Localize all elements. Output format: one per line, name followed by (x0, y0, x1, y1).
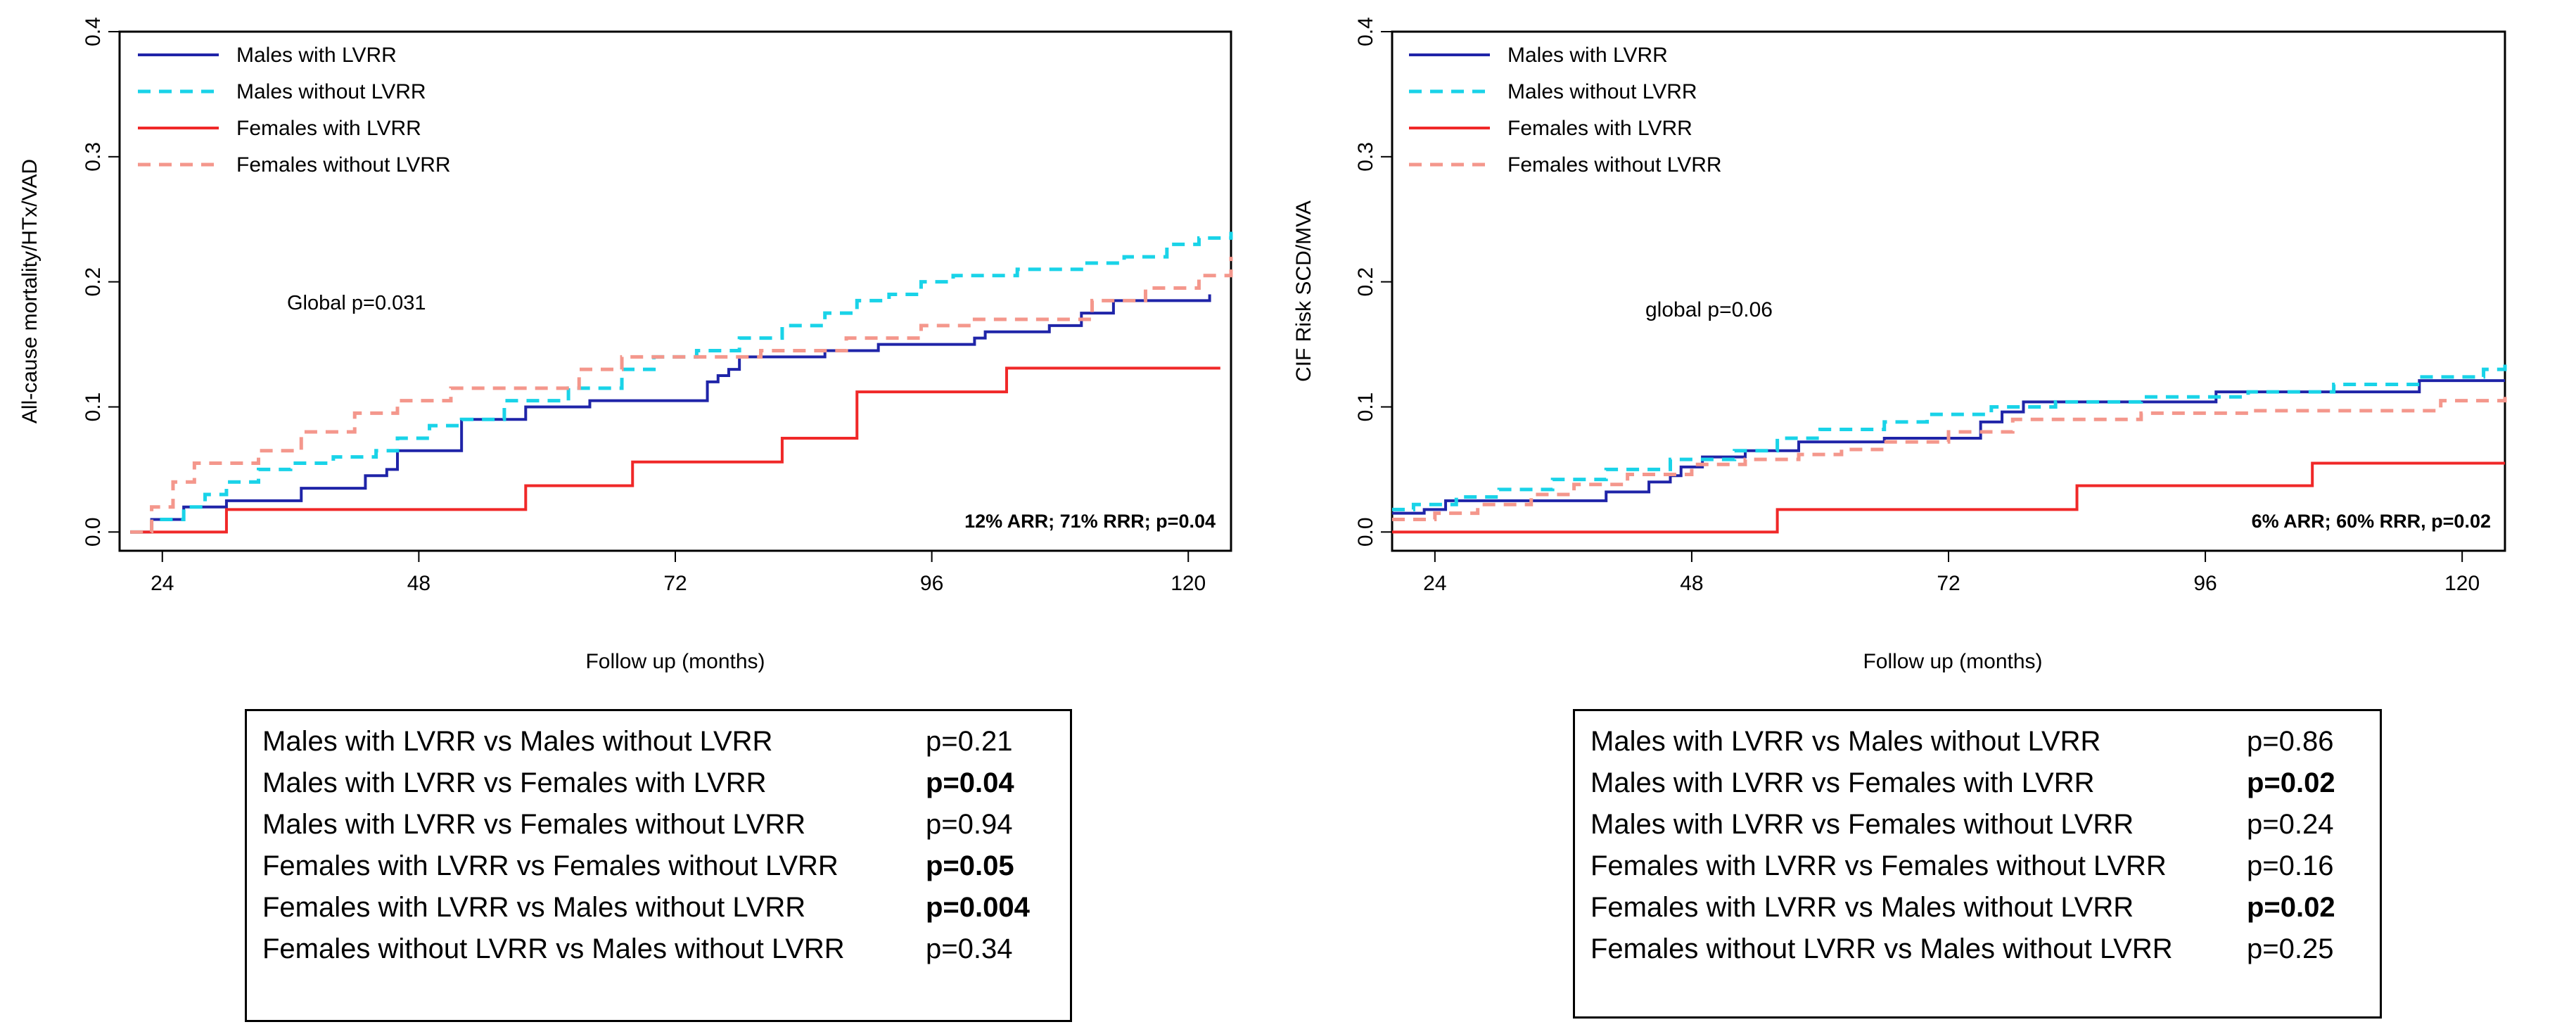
legend-label: Females without LVRR (1507, 153, 1722, 177)
legend-label: Males with LVRR (236, 44, 397, 67)
y-tick-label: 0.4 (1354, 17, 1377, 46)
legend-label: Males without LVRR (1507, 80, 1697, 103)
axis-layer: 24 48 72 96 120 0.0 0.1 0.2 0.3 0.4 (1354, 17, 2480, 595)
p-value: p=0.16 (2247, 850, 2334, 881)
table-row: Females with LVRR vs Males without LVRR … (1575, 887, 2380, 928)
table-row: Males with LVRR vs Males without LVRR p=… (247, 721, 1070, 762)
x-tick-label: 96 (2193, 572, 2217, 595)
legend-label: Males without LVRR (236, 80, 426, 103)
comparison-label: Males with LVRR vs Females with LVRR (1590, 767, 2095, 798)
table-row: Males with LVRR vs Females without LVRR … (1575, 804, 2380, 845)
table-row: Males with LVRR vs Males without LVRR p=… (1575, 721, 2380, 762)
table-row: Females with LVRR vs Females without LVR… (1575, 845, 2380, 887)
x-tick-label: 48 (1680, 572, 1703, 595)
p-value: p=0.02 (2247, 892, 2335, 923)
y-tick-label: 0.4 (82, 17, 105, 46)
comparison-label: Males with LVRR vs Males without LVRR (262, 726, 773, 757)
series-line (1392, 359, 2507, 511)
axis-layer: 24 48 72 96 120 0.0 0.1 0.2 0.3 0.4 (82, 17, 1206, 595)
y-axis-label: CIF Risk SCD/MVA (1292, 200, 1315, 382)
pairwise-comparison-table: Males with LVRR vs Males without LVRR p=… (245, 709, 1072, 1022)
table-row: Females without LVRR vs Males without LV… (247, 928, 1070, 970)
series-line (130, 257, 1233, 534)
y-tick-label: 0.0 (82, 517, 105, 547)
comparison-label: Males with LVRR vs Females with LVRR (262, 767, 767, 798)
p-value: p=0.94 (926, 809, 1013, 840)
series-line (130, 294, 1211, 534)
comparison-label: Females with LVRR vs Males without LVRR (1590, 892, 2134, 923)
y-tick-label: 0.1 (82, 392, 105, 422)
series-layer (1392, 359, 2507, 534)
p-value: p=0.05 (926, 850, 1014, 881)
x-tick-label: 48 (407, 572, 431, 595)
legend: Males with LVRR Males without LVRR Females… (1409, 44, 1722, 177)
x-tick-label: 120 (2444, 572, 2480, 595)
table-row: Males with LVRR vs Females with LVRR p=0… (1575, 762, 2380, 804)
x-tick-label: 24 (151, 572, 174, 595)
legend-label: Females with LVRR (1507, 117, 1692, 140)
p-value: p=0.21 (926, 726, 1013, 757)
y-tick-label: 0.3 (1354, 142, 1377, 172)
legend-label: Females with LVRR (236, 117, 421, 140)
table-row: Females with LVRR vs Males without LVRR … (247, 887, 1070, 928)
right-figure-panel: 24 48 72 96 120 0.0 0.1 0.2 0.3 0.4 Males with LV… (1288, 0, 2576, 1034)
comparison-label: Males with LVRR vs Females without LVRR (1590, 809, 2134, 840)
left-figure-panel: 24 48 72 96 120 0.0 0.1 0.2 0.3 0.4 Males with LV… (18, 17, 1233, 1022)
comparison-label: Females with LVRR vs Females without LVR… (1590, 850, 2167, 881)
series-layer (130, 231, 1233, 534)
p-value: p=0.24 (2247, 809, 2334, 840)
y-tick-label: 0.0 (1354, 517, 1377, 547)
p-value: p=0.004 (926, 892, 1030, 923)
series-line (1392, 397, 2507, 522)
effect-annotation: 12% ARR; 71% RRR; p=0.04 (964, 511, 1216, 532)
x-tick-label: 120 (1171, 572, 1206, 595)
table-row: Males with LVRR vs Females without LVRR … (247, 804, 1070, 845)
p-value: p=0.04 (926, 767, 1014, 798)
legend-label: Males with LVRR (1507, 44, 1668, 67)
p-value: p=0.86 (2247, 726, 2334, 757)
global-p-annotation: Global p=0.031 (287, 292, 426, 314)
table-row: Females with LVRR vs Females without LVR… (247, 845, 1070, 887)
comparison-label: Males with LVRR vs Females without LVRR (262, 809, 806, 840)
x-tick-label: 24 (1423, 572, 1446, 595)
plot-frame (118, 30, 1232, 552)
y-tick-label: 0.2 (82, 267, 105, 297)
x-tick-label: 72 (1937, 572, 1960, 595)
right-chart: 24 48 72 96 120 0.0 0.1 0.2 0.3 0.4 Males with LV… (1292, 17, 2507, 673)
x-tick-label: 72 (663, 572, 687, 595)
x-axis-label: Follow up (months) (585, 650, 765, 673)
series-line (1392, 379, 2505, 515)
y-tick-label: 0.2 (1354, 267, 1377, 297)
x-axis-label: Follow up (months) (1863, 650, 2042, 673)
y-axis-label: All-cause mortality/HTx/VAD (18, 159, 42, 423)
left-chart: 24 48 72 96 120 0.0 0.1 0.2 0.3 0.4 Males with LV… (18, 17, 1233, 673)
series-line (130, 366, 1220, 534)
series-line (1392, 461, 2505, 534)
comparison-label: Females with LVRR vs Females without LVR… (262, 850, 839, 881)
effect-annotation: 6% ARR; 60% RRR, p=0.02 (2252, 511, 2491, 532)
global-p-annotation: global p=0.06 (1645, 298, 1773, 321)
comparison-label: Females without LVRR vs Males without LV… (262, 933, 845, 964)
legend-label: Females without LVRR (236, 153, 451, 177)
comparison-label: Females with LVRR vs Males without LVRR (262, 892, 806, 923)
plot-frame (1391, 30, 2506, 552)
comparison-label: Females without LVRR vs Males without LV… (1590, 933, 2173, 964)
table-row: Males with LVRR vs Females with LVRR p=0… (247, 762, 1070, 804)
series-line (130, 231, 1233, 534)
p-value: p=0.25 (2247, 933, 2334, 964)
p-value: p=0.02 (2247, 767, 2335, 798)
y-tick-label: 0.1 (1354, 392, 1377, 422)
table-row: Females without LVRR vs Males without LV… (1575, 928, 2380, 970)
y-tick-label: 0.3 (82, 142, 105, 172)
legend: Males with LVRR Males without LVRR Females… (138, 44, 451, 177)
p-value: p=0.34 (926, 933, 1013, 964)
x-tick-label: 96 (920, 572, 943, 595)
pairwise-comparison-table: Males with LVRR vs Males without LVRR p=… (1573, 709, 2382, 1019)
comparison-label: Males with LVRR vs Males without LVRR (1590, 726, 2101, 757)
